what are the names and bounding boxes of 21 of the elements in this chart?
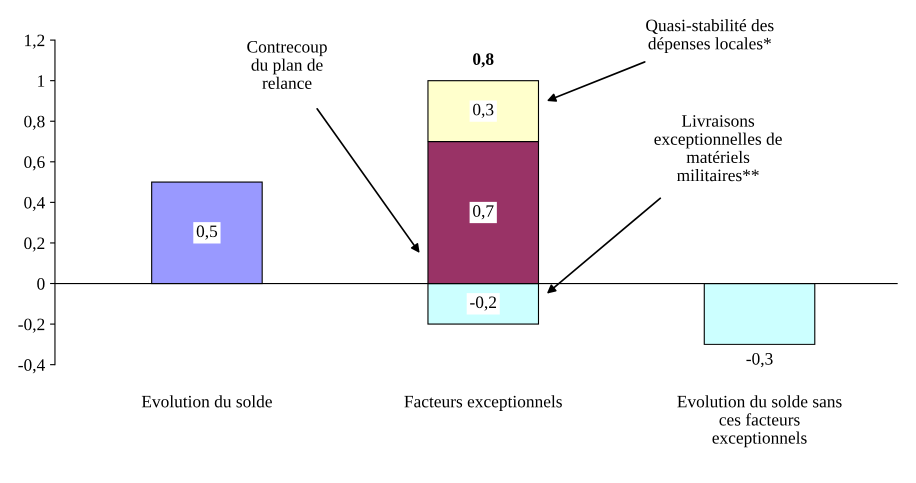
total-label: 0,8 bbox=[473, 53, 494, 68]
data-label: 0,5 bbox=[196, 225, 218, 240]
data-label: 0,3 bbox=[473, 104, 494, 118]
y-tick-label: 0,2 bbox=[24, 237, 44, 252]
x-tick-label: Evolution du solde bbox=[142, 395, 272, 408]
x-tick-label: Evolution du solde sans ces facteurs exceptionnels bbox=[677, 395, 842, 448]
data-label: 0,7 bbox=[473, 205, 494, 220]
data-label: -0,2 bbox=[470, 296, 496, 311]
y-tick-label: -0,4 bbox=[18, 359, 45, 374]
y-tick-label: 0 bbox=[37, 278, 45, 290]
annotation: Livraisons exceptionnelles de matériels militaires** bbox=[654, 115, 782, 182]
annotation: Contrecoup du plan de relance bbox=[247, 40, 327, 89]
y-tick-label: -0,2 bbox=[18, 318, 44, 333]
x-tick-label: Facteurs exceptionnels bbox=[404, 395, 562, 411]
y-tick-label: 1,2 bbox=[25, 34, 44, 49]
y-tick-label: 0,4 bbox=[24, 196, 45, 212]
y-tick-label: 1 bbox=[38, 75, 44, 87]
annotation: Quasi-stabilité des dépenses locales* bbox=[646, 19, 774, 53]
data-label: -0,3 bbox=[746, 352, 773, 368]
y-tick-label: 0,6 bbox=[24, 156, 45, 170]
y-tick-label: 0,8 bbox=[24, 116, 45, 130]
